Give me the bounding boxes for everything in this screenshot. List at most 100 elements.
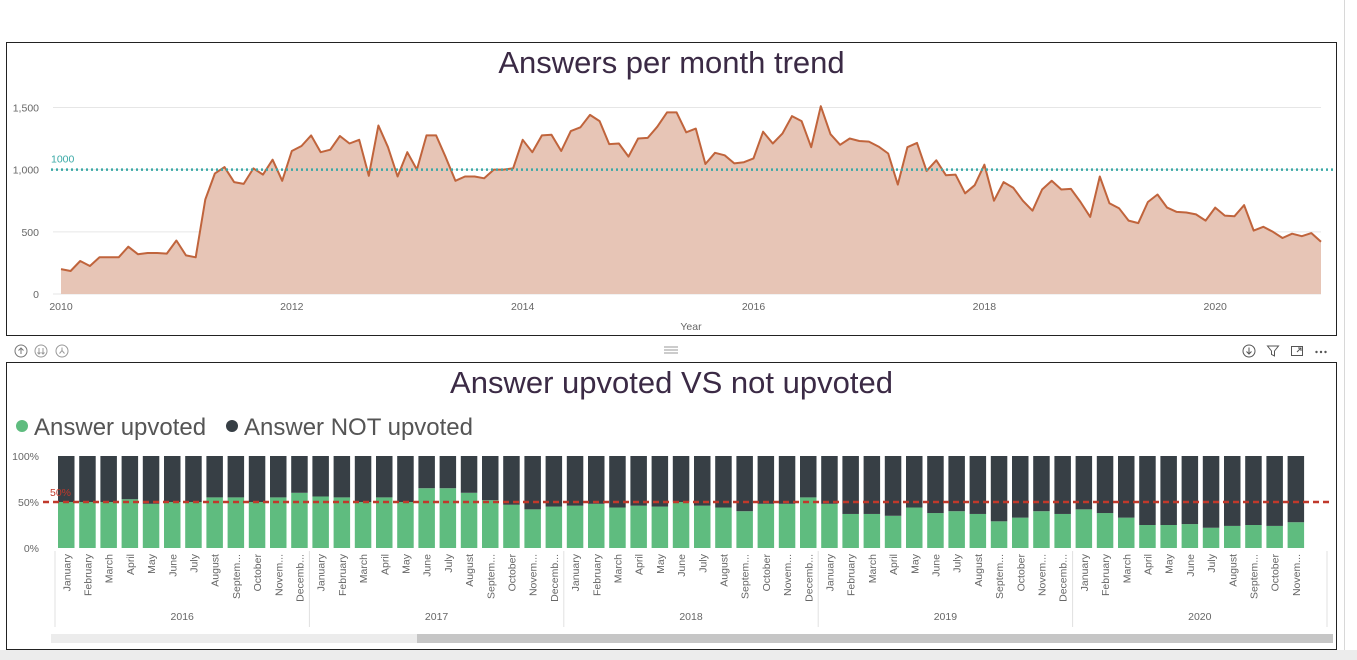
bar-upvoted [1287, 522, 1305, 548]
bar-upvoted [1139, 525, 1156, 548]
x-tick-label: 2014 [511, 301, 535, 313]
drill-mode-icon[interactable] [1242, 344, 1256, 358]
bar-not-upvoted [354, 456, 372, 502]
expand-hierarchy-icon[interactable] [55, 344, 69, 358]
stacked-bar-chart: Answer upvoted Answer NOT upvoted 0% 50% 100… [12, 414, 1333, 643]
scrollbar-thumb [417, 634, 1333, 643]
bar-upvoted [906, 507, 923, 548]
bar-upvoted [1012, 517, 1029, 548]
bar-not-upvoted [948, 456, 965, 512]
more-options-icon[interactable] [1314, 344, 1328, 358]
drill-up-icon[interactable] [14, 344, 28, 358]
bar-not-upvoted [1266, 456, 1283, 526]
month-label: January [61, 553, 73, 591]
month-label: Novem... [1036, 554, 1048, 596]
bar-upvoted [694, 505, 711, 548]
month-label: March [612, 554, 624, 583]
month-label: August [464, 554, 476, 587]
bar-upvoted [1033, 511, 1050, 548]
bar-not-upvoted [100, 456, 117, 502]
month-label: Novem... [273, 554, 285, 596]
bar-upvoted [588, 503, 605, 548]
bar-upvoted [1224, 525, 1241, 548]
filter-icon[interactable] [1266, 344, 1280, 358]
answers-trend-visual[interactable]: Answers per month trend 0 500 1,000 1,500 10… [6, 42, 1337, 336]
bar-upvoted [1245, 525, 1262, 548]
bar-not-upvoted [757, 456, 775, 504]
y-tick-label: 0% [24, 543, 39, 555]
drill-down-all-icon[interactable] [34, 344, 48, 358]
bar-not-upvoted [969, 456, 987, 514]
bar-not-upvoted [1139, 456, 1156, 525]
month-label: January [1079, 553, 1091, 591]
bar-upvoted [206, 497, 223, 548]
bar-upvoted [545, 506, 563, 548]
bar-upvoted [248, 502, 266, 548]
month-label: August [718, 554, 730, 587]
bar-upvoted [1075, 509, 1093, 548]
month-label: June [167, 554, 179, 577]
bar-not-upvoted [630, 456, 647, 506]
month-label: Septem... [994, 554, 1006, 599]
bar-upvoted [778, 503, 796, 548]
bar-not-upvoted [588, 456, 605, 504]
month-label: May [1164, 553, 1176, 574]
bar-not-upvoted [1181, 456, 1199, 525]
bar-not-upvoted [778, 456, 796, 504]
bar-not-upvoted [142, 456, 160, 504]
bar-not-upvoted [460, 456, 478, 493]
bar-upvoted [1266, 525, 1283, 548]
month-label: July [188, 553, 200, 572]
bar-upvoted [312, 496, 329, 548]
month-label: Septem... [231, 554, 243, 599]
month-label: April [1142, 554, 1154, 575]
month-label: April [634, 554, 646, 575]
month-label: July [952, 553, 964, 572]
month-label: June [930, 554, 942, 577]
series-area [61, 106, 1321, 294]
canvas-bottom-bar [0, 650, 1357, 660]
visual-header [6, 341, 1337, 361]
bar-upvoted [609, 507, 626, 548]
upvoted-visual[interactable]: Answer upvoted VS not upvoted Answer upv… [6, 362, 1337, 650]
bar-upvoted [736, 511, 753, 548]
bar-upvoted [524, 509, 541, 548]
focus-mode-icon[interactable] [1290, 344, 1304, 358]
month-label: Novem... [782, 554, 794, 596]
bar-upvoted [757, 503, 775, 548]
month-label: October [761, 554, 773, 592]
bar-not-upvoted [906, 456, 923, 508]
bar-upvoted [863, 513, 881, 548]
bar-upvoted [1181, 524, 1199, 548]
bar-upvoted [503, 504, 520, 548]
bar-upvoted [1118, 517, 1135, 548]
month-label: August [210, 554, 222, 587]
drag-handle-icon[interactable] [662, 343, 680, 357]
month-label: Decemb... [294, 554, 306, 602]
y-tick-label: 0 [33, 289, 39, 301]
bar-not-upvoted [376, 456, 393, 498]
bar-upvoted [270, 497, 287, 548]
bar-not-upvoted [651, 456, 669, 507]
bar-not-upvoted [58, 456, 75, 502]
bar-not-upvoted [79, 456, 96, 502]
chart-title: Answers per month trend [498, 45, 845, 80]
month-label: January [824, 553, 836, 591]
bar-not-upvoted [164, 456, 181, 502]
month-label: October [252, 554, 264, 592]
reference-label: 50% [50, 487, 71, 499]
year-label: 2020 [1188, 611, 1212, 623]
bar-not-upvoted [418, 456, 435, 489]
month-label: Septem... [1248, 554, 1260, 599]
month-label: Septem... [740, 554, 752, 599]
bar-upvoted [58, 502, 75, 548]
bar-not-upvoted [884, 456, 902, 516]
month-label: April [379, 554, 391, 575]
x-axis-title: Year [680, 321, 702, 333]
bar-not-upvoted [990, 456, 1008, 522]
bar-not-upvoted [121, 456, 139, 500]
bar-upvoted [439, 488, 457, 548]
month-label: Novem... [528, 554, 540, 596]
bar-not-upvoted [1202, 456, 1220, 528]
month-label: March [104, 554, 116, 583]
